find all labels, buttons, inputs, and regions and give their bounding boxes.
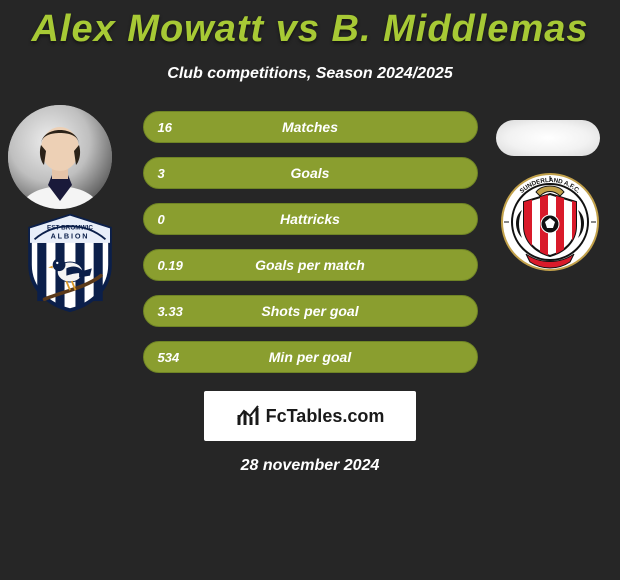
stat-bar-goals: 3 Goals xyxy=(143,157,478,189)
date-label: 28 november 2024 xyxy=(0,457,620,475)
stat-label: Shots per goal xyxy=(144,303,477,319)
fctables-badge: FcTables.com xyxy=(204,391,416,441)
stat-label: Goals per match xyxy=(144,257,477,273)
chart-icon xyxy=(236,403,262,429)
stat-value-left: 16 xyxy=(158,120,172,135)
stat-value-left: 534 xyxy=(158,350,180,365)
stat-row: 534 Min per goal xyxy=(0,341,620,373)
stat-bar-hattricks: 0 Hattricks xyxy=(143,203,478,235)
stat-bar-matches: 16 Matches xyxy=(143,111,478,143)
player-right-photo xyxy=(496,120,600,156)
stat-value-left: 0.19 xyxy=(158,258,183,273)
stat-bar-shots-per-goal: 3.33 Shots per goal xyxy=(143,295,478,327)
svg-text:EST BROMWIC: EST BROMWIC xyxy=(47,224,93,231)
club-left-crest: EST BROMWIC ALBION xyxy=(20,212,120,312)
player-left-photo xyxy=(8,105,112,209)
stat-bar-goals-per-match: 0.19 Goals per match xyxy=(143,249,478,281)
stat-label: Matches xyxy=(144,119,477,135)
fctables-label: FcTables.com xyxy=(266,406,385,427)
stat-label: Min per goal xyxy=(144,349,477,365)
club-right-crest: SUNDERLAND A.F.C. xyxy=(500,172,600,272)
stat-value-left: 3.33 xyxy=(158,304,183,319)
page-title: Alex Mowatt vs B. Middlemas xyxy=(0,0,620,51)
stat-value-left: 3 xyxy=(158,166,165,181)
svg-text:ALBION: ALBION xyxy=(51,231,90,240)
stat-bar-min-per-goal: 534 Min per goal xyxy=(143,341,478,373)
stat-label: Hattricks xyxy=(144,211,477,227)
stat-label: Goals xyxy=(144,165,477,181)
subtitle: Club competitions, Season 2024/2025 xyxy=(0,65,620,83)
stat-value-left: 0 xyxy=(158,212,165,227)
